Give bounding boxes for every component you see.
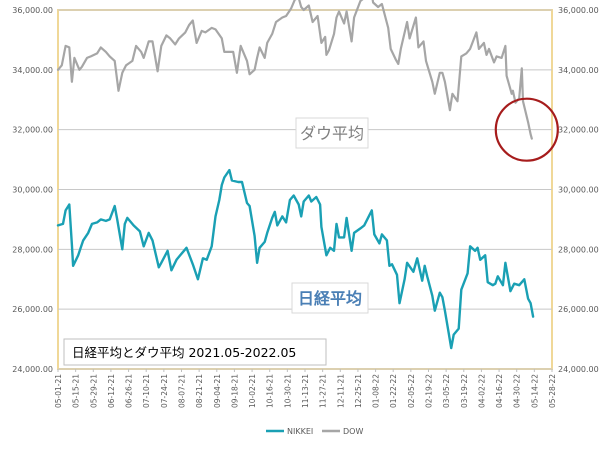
x-tick-label: 06-26-21 [125, 374, 134, 408]
x-tick-label: 09-04-21 [213, 374, 222, 408]
x-tick-label: 02-05-22 [407, 374, 416, 408]
legend: NIKKEI DOW [266, 427, 363, 436]
series-lines [56, 0, 535, 350]
legend-label-dow: DOW [343, 427, 363, 436]
nikkei-series-label: 日経平均 [298, 289, 362, 308]
highlight-circle [494, 97, 559, 162]
x-tick-label: 05-01-21 [54, 374, 63, 408]
y-tick-label-left: 24,000.00 [12, 365, 53, 374]
x-tick-label: 12-25-21 [354, 374, 363, 408]
nikkei-label-box [291, 282, 369, 314]
x-tick-label: 11-13-21 [301, 374, 310, 408]
x-tick-label: 10-16-21 [266, 374, 275, 408]
chart-title: 日経平均とダウ平均 2021.05-2022.05 [72, 345, 296, 360]
series-line-nikkei [56, 168, 535, 350]
y-tick-label-right: 24,000.00 [558, 365, 599, 374]
x-tick-label: 10-02-21 [248, 374, 257, 408]
x-tick-label: 06-12-21 [107, 374, 116, 408]
x-tick-label: 11-27-21 [319, 374, 328, 408]
y-tick-label-left: 32,000.00 [12, 126, 53, 135]
x-tick-label: 10-30-21 [283, 374, 292, 408]
x-tick-label: 07-24-21 [160, 374, 169, 408]
x-tick-label: 01-08-22 [372, 374, 381, 408]
y-tick-label-right: 30,000.00 [558, 186, 599, 195]
dow-series-label: ダウ平均 [300, 124, 364, 143]
dow-label-box [295, 117, 369, 149]
y-tick-label-right: 28,000.00 [558, 245, 599, 254]
x-tick-label: 04-16-22 [495, 374, 504, 408]
y-tick-label-left: 36,000.00 [12, 6, 53, 15]
x-tick-label: 05-29-21 [89, 374, 98, 408]
y-tick-label-right: 32,000.00 [558, 126, 599, 135]
y-axis-left: 24,000.00 26,000.00 28,000.00 30,000.00 32,0… [12, 6, 53, 374]
x-tick-label: 05-14-22 [530, 374, 539, 408]
y-tick-label-left: 26,000.00 [12, 305, 53, 314]
x-axis: 05-01-21 05-15-21 05-29-21 06-12-21 06-26-21… [54, 369, 557, 408]
x-tick-label: 05-15-21 [72, 374, 81, 408]
x-tick-label: 01-22-22 [389, 374, 398, 408]
annotations: 日経平均とダウ平均 2021.05-2022.05 [63, 97, 559, 366]
x-tick-label: 07-10-21 [142, 374, 151, 408]
x-tick-label: 03-05-22 [442, 374, 451, 408]
series-line-dow [56, 0, 533, 140]
y-tick-label-right: 36,000.00 [558, 6, 599, 15]
x-tick-label: 08-07-21 [178, 374, 187, 408]
x-tick-label: 04-02-22 [477, 374, 486, 408]
x-tick-label: 02-19-22 [425, 374, 434, 408]
x-tick-label: 03-19-22 [460, 374, 469, 408]
x-tick-label: 12-11-21 [336, 374, 345, 408]
x-tick-label: 09-18-21 [230, 374, 239, 408]
x-tick-label: 04-30-22 [513, 374, 522, 408]
y-tick-label-right: 34,000.00 [558, 66, 599, 75]
y-tick-label-left: 30,000.00 [12, 186, 53, 195]
x-tick-label: 05-28-22 [548, 374, 557, 408]
chart-title-box [63, 338, 327, 366]
y-axis-right: 24,000.00 26,000.00 28,000.00 30,000.00 32,0… [558, 6, 599, 374]
y-tick-label-left: 34,000.00 [12, 66, 53, 75]
x-tick-label: 08-21-21 [195, 374, 204, 408]
y-tick-label-right: 26,000.00 [558, 305, 599, 314]
legend-label-nikkei: NIKKEI [287, 427, 313, 436]
y-tick-label-left: 28,000.00 [12, 245, 53, 254]
